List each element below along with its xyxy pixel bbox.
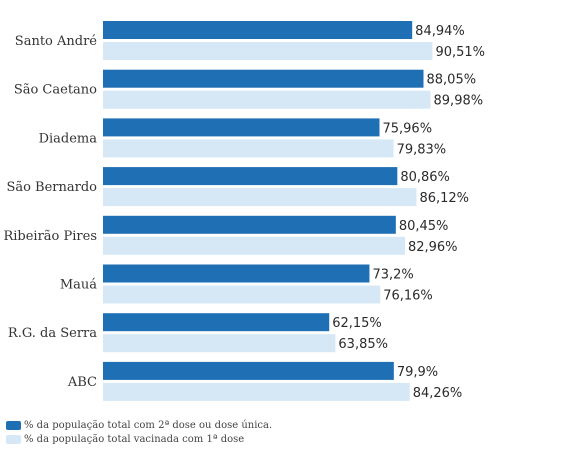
bar-abc-series-1 [103, 382, 410, 401]
bar-sao-caetano-series-1 [103, 90, 431, 109]
bar-santo-andre-series-0 [103, 21, 413, 39]
value-label-maua-series-1: 76,16% [383, 289, 433, 304]
bar-maua-series-1 [103, 285, 381, 304]
category-label-r-g-da-serra: R.G. da Serra [8, 326, 97, 341]
value-label-sao-caetano-series-0: 88,05% [427, 73, 477, 88]
value-label-maua-series-0: 73,2% [372, 268, 413, 283]
bar-santo-andre-series-1 [103, 42, 433, 60]
legend: % da população total com 2ª dose ou dose… [6, 418, 272, 446]
bar-sao-bernardo-series-0 [103, 167, 398, 186]
bar-r-g-da-serra-series-1 [103, 334, 336, 353]
bar-diadema-series-1 [103, 139, 394, 158]
value-label-santo-andre-series-1: 90,51% [435, 45, 485, 60]
category-label-diadema: Diadema [39, 131, 98, 146]
category-label-abc: ABC [67, 375, 97, 390]
value-label-r-g-da-serra-series-0: 62,15% [332, 316, 382, 331]
value-label-abc-series-1: 84,26% [413, 386, 463, 401]
value-label-diadema-series-0: 75,96% [382, 121, 432, 136]
legend-item-second-dose: % da população total com 2ª dose ou dose… [6, 418, 272, 432]
bar-sao-bernardo-series-1 [103, 188, 417, 207]
bar-diadema-series-0 [103, 118, 380, 137]
value-label-ribeirao-pires-series-1: 82,96% [408, 240, 458, 255]
value-label-r-g-da-serra-series-1: 63,85% [338, 337, 388, 352]
value-label-diadema-series-1: 79,83% [397, 142, 447, 157]
value-label-sao-caetano-series-1: 89,98% [434, 94, 484, 109]
category-label-sao-bernardo: São Bernardo [6, 180, 97, 195]
bar-r-g-da-serra-series-0 [103, 313, 330, 332]
category-label-maua: Mauá [60, 278, 97, 293]
value-label-sao-bernardo-series-0: 80,86% [400, 170, 450, 185]
value-label-ribeirao-pires-series-0: 80,45% [399, 219, 449, 234]
value-label-abc-series-0: 79,9% [397, 365, 438, 380]
bar-ribeirao-pires-series-1 [103, 236, 405, 255]
value-label-sao-bernardo-series-1: 86,12% [419, 191, 469, 206]
category-label-santo-andre: Santo André [15, 34, 98, 49]
bar-maua-series-0 [103, 264, 370, 283]
category-label-ribeirao-pires: Ribeirão Pires [3, 229, 97, 244]
bar-ribeirao-pires-series-0 [103, 215, 396, 234]
legend-label-second-dose: % da população total com 2ª dose ou dose… [24, 419, 273, 431]
category-label-sao-caetano: São Caetano [14, 83, 97, 98]
legend-item-first-dose: % da população total vacinada com 1ª dos… [6, 432, 272, 446]
bar-sao-caetano-series-0 [103, 69, 424, 88]
value-label-santo-andre-series-0: 84,94% [415, 24, 465, 39]
legend-swatch-first-dose [6, 434, 21, 444]
bar-chart: Santo André 84,94% 90,51% São Caetano 88,05%… [3, 21, 485, 401]
legend-label-first-dose: % da população total vacinada com 1ª dos… [24, 433, 245, 445]
bar-abc-series-0 [103, 361, 394, 380]
legend-swatch-second-dose [6, 420, 21, 430]
